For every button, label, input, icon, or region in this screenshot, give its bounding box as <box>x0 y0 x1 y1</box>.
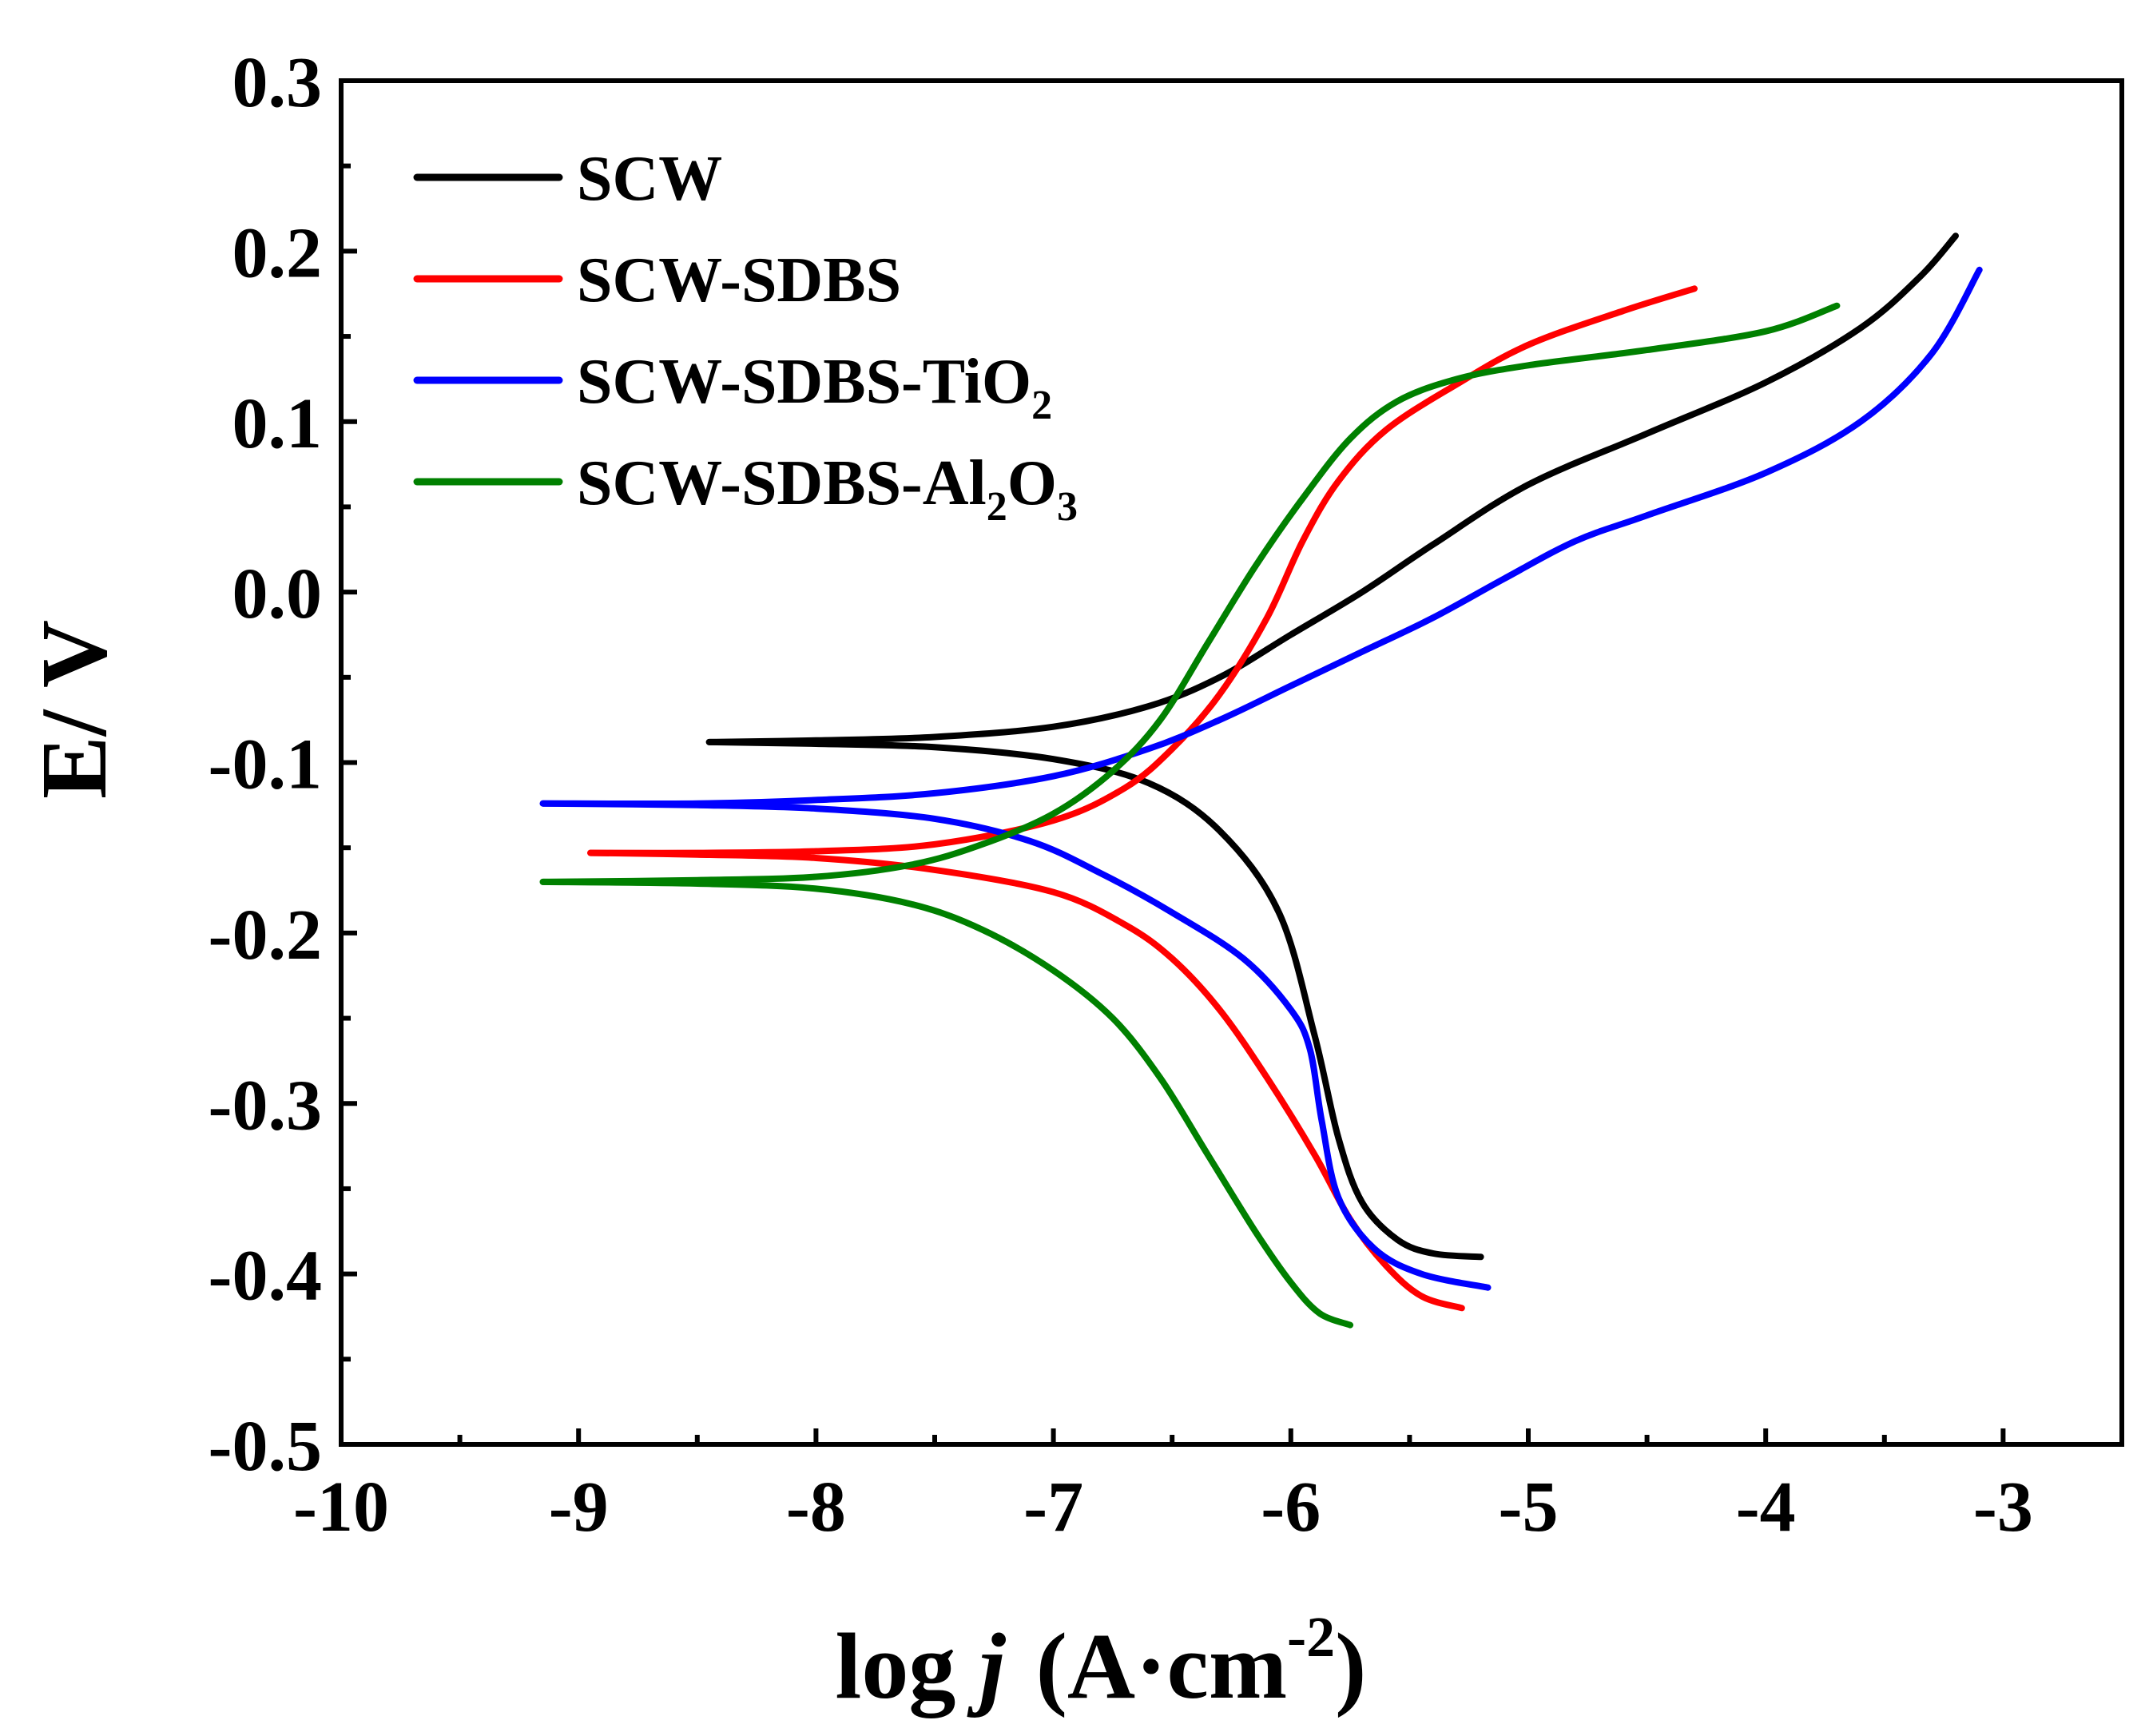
legend-label-scw: SCW <box>577 144 722 214</box>
series-scw-sdbs-al2o3-anodic-branch <box>539 302 1841 885</box>
legend-subscript: 2 <box>1031 383 1052 428</box>
x-tick-label: -9 <box>549 1468 609 1547</box>
x-tick-label: -3 <box>1973 1468 2033 1547</box>
x-tick-label: -10 <box>293 1468 389 1547</box>
x-tick-label: -8 <box>786 1468 846 1547</box>
y-tick-label: 0.2 <box>232 213 323 292</box>
legend-label-scw-sdbs-al2o3: SCW-SDBS-Al2O3 <box>577 448 1078 530</box>
legend-text: SCW-SDBS-Al <box>577 448 987 518</box>
x-tick-label: -7 <box>1023 1468 1083 1547</box>
legend-subscript: 3 <box>1057 484 1078 530</box>
y-tick-label: -0.5 <box>209 1407 322 1486</box>
legend-text: SCW <box>577 144 722 214</box>
series-scw-anodic-branch <box>705 232 1959 745</box>
legend-subscript: 2 <box>987 484 1007 530</box>
y-tick-label: 0.3 <box>232 43 323 122</box>
legend-text: SCW-SDBS <box>577 245 901 316</box>
series-scw-sdbs-tio2-cathodic-branch <box>539 800 1492 1291</box>
series-scw-sdbs-tio2-anodic-branch <box>539 266 1983 808</box>
legend-label-scw-sdbs-tio2: SCW-SDBS-TiO2 <box>577 347 1052 428</box>
legend-text: O <box>1007 448 1057 518</box>
x-axis-title-units: (A·cm <box>1036 1614 1288 1718</box>
y-axis-title: E/ V <box>22 620 126 799</box>
data-curves <box>539 232 1983 1329</box>
x-tick-label: -6 <box>1261 1468 1321 1547</box>
y-tick-label: -0.4 <box>209 1237 322 1316</box>
x-tick-label: -5 <box>1499 1468 1559 1547</box>
x-axis-title-exponent: -2 <box>1287 1605 1335 1669</box>
y-tick-label: -0.3 <box>209 1066 322 1145</box>
y-tick-label: -0.1 <box>209 725 322 804</box>
legend-text: SCW-SDBS-TiO <box>577 347 1031 417</box>
series-scw-sdbs-al2o3-cathodic-branch <box>539 878 1354 1329</box>
x-axis-title: log j (A·cm-2) <box>836 1605 1367 1718</box>
y-tick-label: -0.2 <box>209 896 322 975</box>
x-tick-label: -4 <box>1736 1468 1796 1547</box>
x-axis-title-prefix: log <box>836 1614 979 1718</box>
tick-labels: -10 -9 -8 -7 -6 -5 -4 -3 -0.5 -0.4 -0.3 -0.2 -0.1 0.0… <box>209 43 2033 1547</box>
axis-ticks <box>341 163 2006 1444</box>
y-tick-label: 0.1 <box>232 384 323 463</box>
series-scw-sdbs-anodic-branch <box>587 285 1698 856</box>
x-axis-title-close: ) <box>1335 1614 1366 1718</box>
y-tick-label: 0.0 <box>232 554 323 634</box>
legend-label-scw-sdbs: SCW-SDBS <box>577 245 901 316</box>
series-scw-cathodic-branch <box>705 738 1484 1261</box>
